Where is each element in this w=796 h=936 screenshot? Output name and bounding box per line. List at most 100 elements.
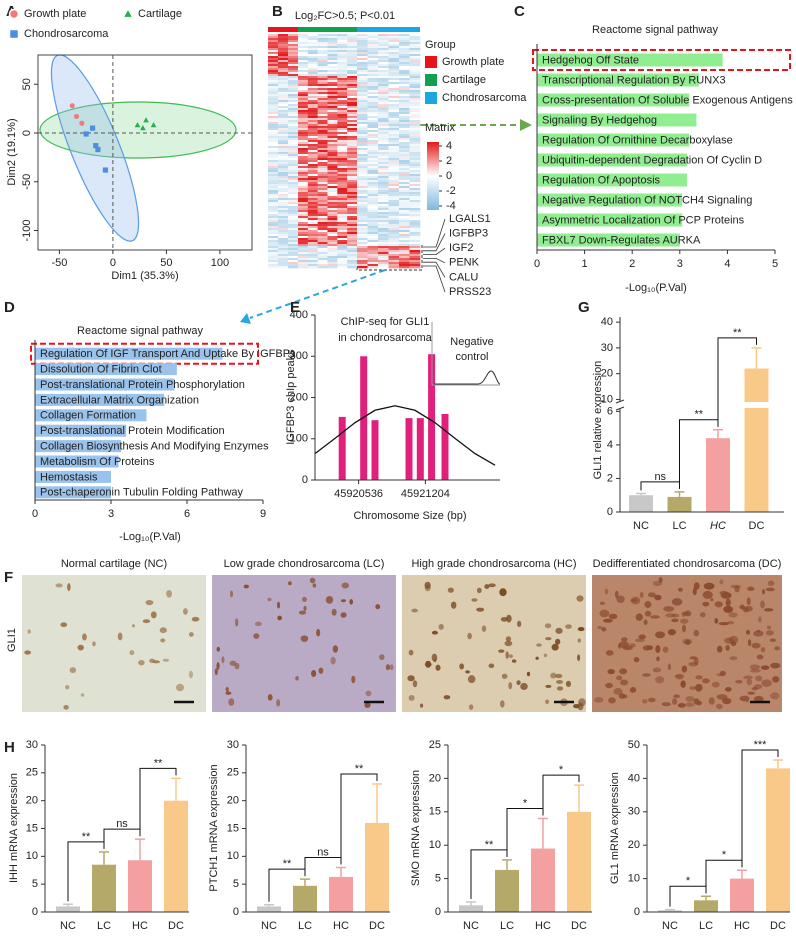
heatmap-cell: [268, 130, 279, 133]
heatmap-cell: [288, 226, 299, 229]
heatmap-cell: [288, 230, 299, 233]
heatmap-cell: [298, 184, 309, 187]
heatmap-cell: [347, 54, 358, 57]
heatmap-cell: [278, 44, 289, 47]
heatmap-cell: [268, 108, 279, 111]
heatmap-cell: [317, 110, 328, 113]
heatmap-cell: [268, 70, 279, 73]
heatmap-cell: [337, 36, 348, 39]
y-axis-label: IGFBP3 chIp peaks: [285, 349, 297, 445]
heatmap-cell: [307, 154, 318, 157]
heatmap-cell: [378, 44, 389, 47]
heatmap-cell: [388, 46, 400, 49]
y-tick-label: 200: [290, 391, 308, 403]
heatmap-cell: [367, 220, 379, 223]
heatmap-cell: [278, 242, 289, 245]
heatmap-cell: [347, 224, 358, 227]
heatmap-cell: [298, 106, 309, 109]
heatmap-cell: [317, 92, 328, 95]
cell: [573, 703, 580, 709]
heatmap-cell: [288, 256, 299, 259]
category-label: Hemostasis: [40, 471, 98, 483]
heatmap-cell: [409, 206, 421, 209]
heatmap-cell: [317, 168, 328, 171]
heatmap-cell: [399, 252, 410, 255]
heatmap-cell: [278, 168, 289, 171]
heatmap-cell: [409, 50, 421, 53]
y-tick-label: 25: [429, 739, 441, 751]
heatmap-cell: [298, 126, 309, 129]
arrow-head: [520, 119, 532, 131]
heatmap-cell: [268, 172, 279, 175]
y-tick-label: 50: [628, 739, 640, 751]
cell: [166, 589, 172, 598]
heatmap-cell: [268, 142, 279, 145]
heatmap-cell: [347, 136, 358, 139]
heatmap-cell: [307, 246, 318, 249]
heatmap-cell: [378, 190, 389, 193]
heatmap-cell: [278, 216, 289, 219]
heatmap-cell: [307, 164, 318, 167]
cell: [311, 669, 317, 678]
heatmap-cell: [357, 122, 368, 125]
cell: [655, 676, 665, 684]
cell: [424, 584, 431, 592]
heatmap-cell: [337, 136, 348, 139]
heatmap-cell: [409, 126, 421, 129]
heatmap-cell: [327, 176, 338, 179]
heatmap-cell: [357, 152, 368, 155]
heatmap-cell: [288, 174, 299, 177]
cell: [675, 673, 685, 680]
heatmap-cell: [317, 254, 328, 257]
cell: [498, 649, 505, 653]
heatmap-cell: [388, 40, 400, 43]
heatmap-cell: [327, 76, 338, 79]
heatmap-cell: [367, 40, 379, 43]
heatmap-cell: [378, 242, 389, 245]
cell: [142, 619, 151, 624]
heatmap-cell: [317, 192, 328, 195]
heatmap-cell: [388, 118, 400, 121]
legend-marker: [8, 28, 20, 40]
heatmap-cell: [327, 178, 338, 181]
heatmap-cell: [268, 192, 279, 195]
heatmap-cell: [288, 142, 299, 145]
heatmap-cell: [317, 232, 328, 235]
heatmap-cell: [399, 166, 410, 169]
heatmap-cell: [307, 162, 318, 165]
heatmap-cell: [337, 64, 348, 67]
heatmap-cell: [347, 222, 358, 225]
heatmap-cell: [409, 120, 421, 123]
heatmap-cell: [288, 184, 299, 187]
heatmap-cell: [337, 266, 348, 269]
heatmap-cell: [347, 66, 358, 69]
cell: [433, 659, 437, 663]
heatmap-cell: [288, 182, 299, 185]
heatmap-cell: [357, 90, 368, 93]
heatmap-cell: [367, 202, 379, 205]
y-tick-label: 400: [290, 309, 308, 321]
heatmap-cell: [409, 212, 421, 215]
cell: [682, 638, 693, 645]
category-label: Signaling By Hedgehog: [542, 114, 657, 126]
heatmap-cell: [337, 128, 348, 131]
heatmap-cell: [307, 150, 318, 153]
heatmap-cell: [317, 184, 328, 187]
bar: [35, 486, 111, 499]
heatmap-cell: [357, 70, 368, 73]
heatmap-cell: [268, 96, 279, 99]
x-tick-label: NC: [60, 920, 76, 932]
heatmap-cell: [307, 188, 318, 191]
heatmap-cell: [357, 136, 368, 139]
heatmap-cell: [288, 36, 299, 39]
y-tick-label: 10: [429, 839, 441, 851]
heatmap-cell: [298, 254, 309, 257]
heatmap-cell: [388, 80, 400, 83]
heatmap-cell: [337, 34, 348, 37]
heatmap-cell: [357, 80, 368, 83]
heatmap-cell: [268, 234, 279, 237]
heatmap-cell: [399, 198, 410, 201]
cell: [644, 600, 652, 609]
heatmap-cell: [399, 122, 410, 125]
heatmap-cell: [388, 164, 400, 167]
